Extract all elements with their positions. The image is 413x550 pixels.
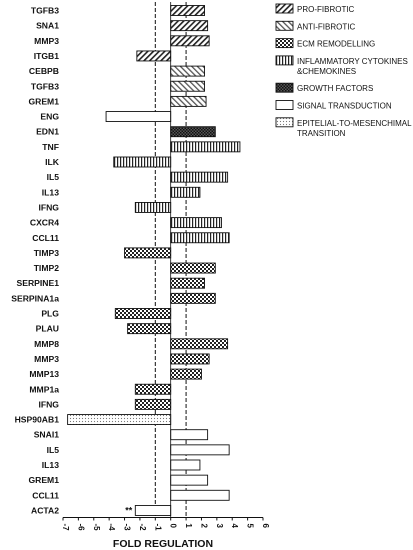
x-tick-label-2: -5 (92, 523, 101, 531)
legend-label-ecm: ECM REMODELLING (297, 40, 375, 49)
category-label-23: MMP3 (34, 354, 59, 364)
category-label-31: GREM1 (28, 475, 59, 485)
x-tick-label-6: -1 (153, 523, 162, 531)
bar-15 (170, 232, 230, 244)
x-tick-label-0: -7 (61, 523, 70, 531)
x-tick-label-8: 1 (184, 523, 193, 528)
bar-33 (134, 505, 172, 516)
x-tick-label-11: 4 (230, 523, 239, 528)
x-tick-label-1: -6 (76, 523, 85, 531)
bar-1 (170, 20, 209, 32)
legend-swatch-anti (275, 20, 294, 31)
category-label-14: CXCR4 (30, 218, 59, 228)
category-label-27: HSP90AB1 (15, 415, 60, 425)
bar-18 (170, 277, 205, 289)
bar-20 (114, 308, 172, 319)
x-axis-title: FOLD REGULATION (113, 538, 213, 550)
category-label-19: SERPINA1a (11, 293, 59, 303)
x-tick-label-4: -3 (123, 523, 132, 531)
category-label-30: IL13 (42, 460, 59, 470)
x-tick-label-9: 2 (199, 523, 208, 528)
bar-5 (170, 80, 205, 92)
bar-28 (170, 429, 209, 441)
category-label-18: SERPINE1 (16, 278, 59, 288)
x-tick-label-10: 3 (215, 523, 224, 528)
x-tick-label-7: 0 (169, 523, 178, 528)
bar-10 (113, 156, 172, 168)
category-label-0: TGFB3 (31, 6, 59, 16)
category-label-28: SNAI1 (34, 430, 60, 440)
category-label-22: MMP8 (34, 339, 59, 349)
bar-23 (170, 353, 210, 365)
category-label-16: TIMP3 (34, 248, 60, 258)
category-label-9: TNF (42, 142, 59, 152)
category-label-24: MMP13 (29, 369, 59, 379)
category-label-26: IFNG (38, 399, 59, 409)
legend-label-emt: EPITELIAL-TO-MESENCHIMAL TRANSITION (297, 119, 412, 138)
bar-17 (170, 262, 216, 274)
legend-swatch-gf (275, 82, 294, 93)
bar-19 (170, 292, 216, 304)
bar-22 (170, 338, 229, 350)
bar-29 (170, 444, 230, 456)
bar-27 (67, 414, 172, 425)
legend-swatch-infl (275, 55, 294, 66)
bar-26 (134, 398, 172, 410)
category-label-21: PLAU (36, 324, 59, 334)
bar-21 (127, 323, 172, 335)
category-label-5: TGFB3 (31, 81, 59, 91)
legend-swatch-sig (275, 100, 294, 110)
bar-24 (170, 368, 202, 380)
legend-label-gf: GROWTH FACTORS (297, 84, 373, 93)
category-label-29: IL5 (47, 445, 60, 455)
category-label-2: MMP3 (34, 36, 59, 46)
bar-12 (170, 186, 201, 198)
bar-30 (170, 459, 201, 471)
legend-swatch-ecm (275, 38, 294, 49)
bar-25 (134, 383, 172, 395)
x-tick-label-5: -2 (138, 523, 147, 531)
x-tick-label-3: -4 (107, 523, 116, 531)
bar-0 (170, 5, 205, 16)
category-label-3: ITGB1 (34, 51, 60, 61)
category-label-8: EDN1 (36, 127, 59, 137)
bar-6 (170, 95, 207, 107)
bar-9 (170, 141, 241, 153)
legend-label-infl: INFLAMMATORY CYTOKINES &CHEMOKINES (297, 57, 408, 76)
bar-13 (134, 201, 172, 213)
category-label-7: ENG (40, 112, 59, 122)
bar-7 (105, 111, 172, 123)
bar-32 (170, 489, 230, 501)
category-label-13: IFNG (38, 202, 59, 212)
annotation-0: ** (125, 505, 133, 515)
category-label-12: IL13 (42, 187, 59, 197)
x-tick-label-13: 6 (261, 523, 270, 528)
category-label-10: ILK (45, 157, 60, 167)
category-label-15: CCL11 (32, 233, 59, 243)
bar-14 (170, 217, 222, 229)
category-label-4: CEBPB (29, 66, 59, 76)
category-label-17: TIMP2 (34, 263, 60, 273)
bar-31 (170, 474, 209, 486)
bar-2 (170, 35, 210, 47)
bar-4 (170, 65, 205, 77)
x-tick-label-12: 5 (246, 523, 255, 528)
category-label-11: IL5 (47, 172, 60, 182)
legend-swatch-pro (275, 3, 294, 14)
bar-16 (124, 247, 172, 259)
legend-label-anti: ANTI-FIBROTIC (297, 22, 355, 31)
bar-11 (170, 171, 229, 183)
category-label-33: ACTA2 (31, 505, 59, 515)
legend-label-pro: PRO-FIBROTIC (297, 5, 355, 14)
bar-8 (170, 126, 216, 138)
bar-3 (136, 50, 172, 62)
category-label-1: SNA1 (36, 21, 59, 31)
category-label-25: MMP1a (29, 384, 59, 394)
legend-label-sig: SIGNAL TRANSDUCTION (297, 102, 392, 111)
legend-swatch-emt (275, 117, 294, 128)
category-label-20: PLG (41, 309, 59, 319)
category-label-6: GREM1 (28, 96, 59, 106)
category-label-32: CCL11 (32, 490, 59, 500)
